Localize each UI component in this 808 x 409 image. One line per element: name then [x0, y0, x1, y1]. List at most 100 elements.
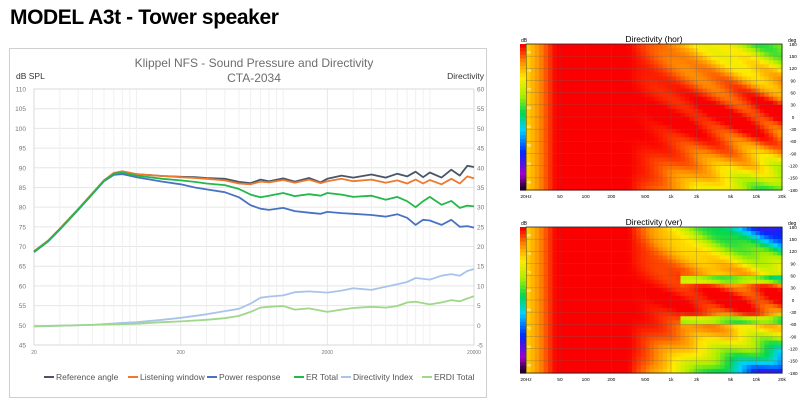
heatmap-cell [689, 157, 695, 163]
heatmap-cell [773, 368, 779, 374]
heatmap-cell [751, 52, 757, 57]
heatmap-cell [565, 100, 571, 106]
heatmap-cell [773, 332, 779, 338]
heatmap-cell [570, 287, 576, 293]
heatmap-cell [720, 64, 726, 69]
heatmap-cell [627, 368, 633, 374]
heatmap-cell [706, 255, 712, 261]
heatmap-cell [729, 56, 735, 61]
heatmap-cell [640, 56, 646, 61]
heatmap-cell [578, 173, 584, 179]
heatmap-cell [552, 100, 558, 106]
heatmap-cell [636, 96, 642, 102]
heatmap-cell [636, 141, 642, 146]
heatmap-cell [534, 251, 540, 256]
heatmap-cell [592, 177, 598, 183]
heatmap-cell [773, 153, 779, 159]
heatmap-cell [777, 332, 783, 338]
heatmap-cell [530, 295, 536, 301]
heatmap-cell [711, 100, 717, 106]
heatmap-cell [645, 287, 651, 293]
heatmap-cell [755, 108, 761, 114]
heatmap-cell [548, 259, 554, 265]
heatmap-cell [631, 332, 637, 338]
heatmap-cell [693, 231, 699, 236]
heatmap-cell [623, 177, 629, 183]
heatmap-cell [711, 169, 717, 175]
heatmap-cell [742, 44, 748, 49]
heatmap-cell [746, 255, 752, 261]
heatmap-cell [720, 332, 726, 338]
heatmap-cell [645, 304, 651, 309]
heatmap-cell [627, 48, 633, 53]
heatmap-cell [556, 100, 562, 106]
heatmap-cell [702, 364, 708, 370]
heatmap-cell [592, 368, 598, 374]
heatmap-cell [534, 340, 540, 346]
heatmap-cell [667, 60, 673, 65]
heatmap-cell [601, 275, 607, 281]
heatmap-x-tick-label: 20Hz [520, 194, 532, 200]
heatmap-cell [733, 364, 739, 370]
x-tick-label: 20000 [467, 350, 481, 356]
heatmap-cell [570, 145, 576, 151]
heatmap-cell [548, 316, 554, 321]
colorbar-swatch [520, 237, 526, 243]
heatmap-cell [552, 60, 558, 65]
heatmap-cell [676, 300, 682, 305]
heatmap-cell [565, 336, 571, 342]
heatmap-cell [773, 88, 779, 94]
heatmap-cell [609, 56, 615, 61]
colorbar-swatch [520, 303, 526, 308]
heatmap-cell [689, 287, 695, 293]
heatmap-cell [587, 149, 593, 155]
heatmap-cell [764, 80, 770, 86]
heatmap-cell [574, 88, 580, 94]
heatmap-cell [737, 259, 743, 265]
heatmap-cell [636, 239, 642, 244]
heatmap-cell [640, 169, 646, 175]
heatmap-cell [570, 121, 576, 126]
heatmap-cell [737, 304, 743, 309]
heatmap-cell [773, 125, 779, 130]
heatmap-cell [751, 80, 757, 86]
heatmap-cell [543, 72, 549, 78]
heatmap-cell [534, 125, 540, 130]
heatmap-cell [711, 117, 717, 122]
heatmap-cell [649, 320, 655, 325]
heatmap-cell [658, 368, 664, 374]
heatmap-cell [720, 279, 726, 285]
heatmap-cell [636, 275, 642, 281]
heatmap-cell [680, 44, 686, 49]
heatmap-cell [609, 137, 615, 142]
heatmap-cell [601, 320, 607, 325]
heatmap-cell [636, 263, 642, 269]
heatmap-cell [578, 239, 584, 244]
heatmap-cell [724, 324, 730, 329]
heatmap-cell [658, 117, 664, 122]
y-tick-right: 40 [477, 165, 485, 172]
heatmap-cell [720, 271, 726, 277]
heatmap-cell [768, 52, 774, 57]
heatmap-cell [742, 364, 748, 370]
heatmap-x-tick-label: 200 [607, 377, 615, 383]
heatmap-cell [631, 149, 637, 155]
heatmap-cell [543, 56, 549, 61]
heatmap-cell [693, 181, 699, 187]
heatmap-cell [720, 173, 726, 179]
heatmap-cell [587, 291, 593, 297]
heatmap-cell [698, 177, 704, 183]
colorbar-swatch [520, 131, 526, 136]
heatmap-cell [623, 80, 629, 86]
heatmap-cell [561, 356, 567, 362]
heatmap-cell [706, 56, 712, 61]
heatmap-cell [658, 287, 664, 293]
heatmap-cell [530, 44, 536, 49]
heatmap-cell [671, 165, 677, 171]
heatmap-cell [565, 231, 571, 236]
legend-label: Listening window [140, 372, 206, 382]
heatmap-cell [724, 231, 730, 236]
heatmap-cell [587, 320, 593, 325]
heatmap-cell [702, 173, 708, 179]
heatmap-cell [636, 255, 642, 261]
